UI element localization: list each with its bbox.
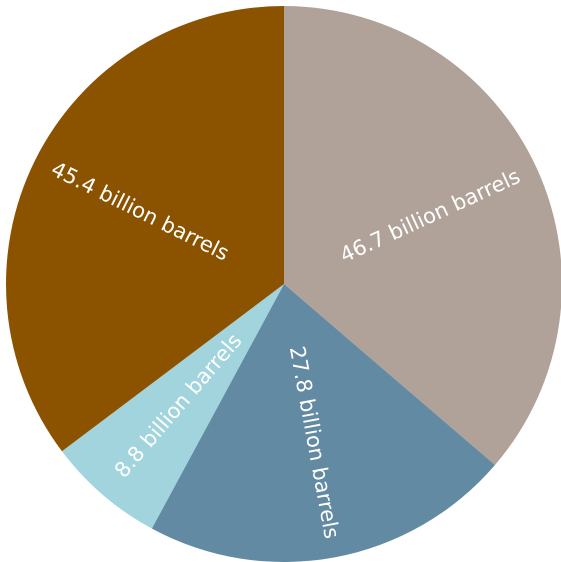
pie-slices <box>6 6 561 562</box>
pie-slice <box>284 6 561 466</box>
pie-slice <box>151 284 495 562</box>
pie-slice <box>6 6 285 452</box>
pie-slice <box>61 284 285 529</box>
